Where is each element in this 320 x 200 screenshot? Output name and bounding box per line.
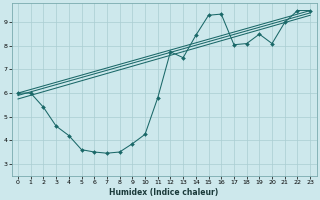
X-axis label: Humidex (Indice chaleur): Humidex (Indice chaleur) (109, 188, 219, 197)
